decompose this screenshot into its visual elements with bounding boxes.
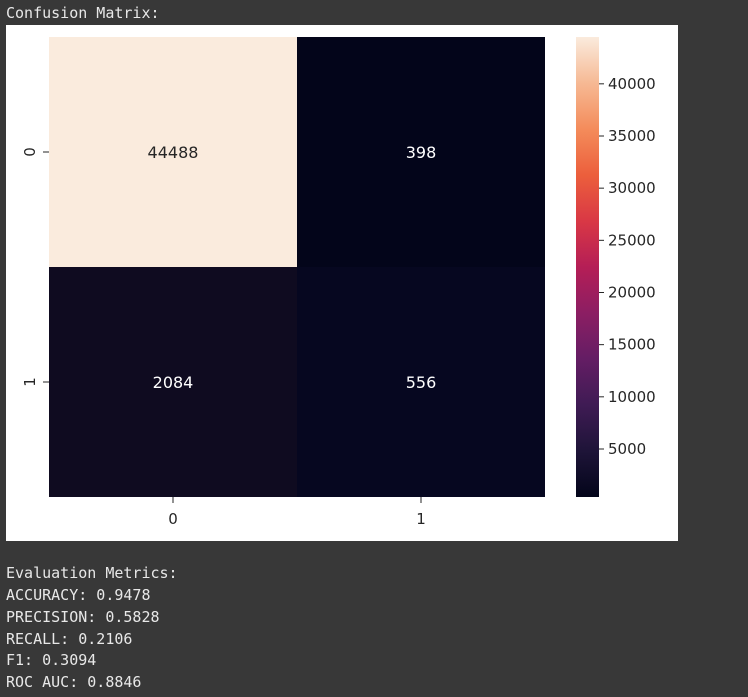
colorbar-tick-label: 20000 [608,283,656,301]
cell-value-label: 2084 [153,373,194,392]
metric-precision: PRECISION: 0.5828 [6,608,160,626]
colorbar-tick-label: 30000 [608,179,656,197]
colorbar-tick-label: 5000 [608,440,646,458]
cell-value-label: 44488 [148,143,199,162]
confusion-matrix-heatmap: 44488 398 2084 556 0 1 0 1 5000 10000 15000 20000… [21,37,656,528]
colorbar-tick-label: 35000 [608,127,656,145]
colorbar-gradient [576,37,599,497]
metric-roc-auc: ROC AUC: 0.8846 [6,673,142,691]
heatmap-axes: 0 1 0 1 [21,147,426,528]
colorbar-tick-label: 25000 [608,231,656,249]
colorbar-tick-label: 40000 [608,75,656,93]
colorbar-tick-label: 10000 [608,388,656,406]
heatmap-cell [297,267,545,497]
metric-accuracy: ACCURACY: 0.9478 [6,586,151,604]
colorbar: 5000 10000 15000 20000 25000 30000 35000 40000 [576,37,656,497]
y-tick-label: 1 [21,377,39,387]
metric-f1: F1: 0.3094 [6,651,97,669]
x-tick-label: 0 [168,510,178,528]
heatmap-figure: 44488 398 2084 556 0 1 0 1 5000 10000 15000 20000… [6,25,678,541]
heatmap-cell [49,267,297,497]
y-tick-label: 0 [21,147,39,157]
cell-value-label: 556 [406,373,437,392]
metrics-heading: Evaluation Metrics: [6,564,178,582]
colorbar-tick-label: 15000 [608,336,656,354]
heatmap-cells: 44488 398 2084 556 [49,37,545,497]
heatmap-cell [49,37,297,267]
confusion-matrix-heading: Confusion Matrix: [6,4,160,22]
heatmap-cell [297,37,545,267]
x-tick-label: 1 [416,510,426,528]
cell-value-label: 398 [406,143,437,162]
metric-recall: RECALL: 0.2106 [6,630,133,648]
